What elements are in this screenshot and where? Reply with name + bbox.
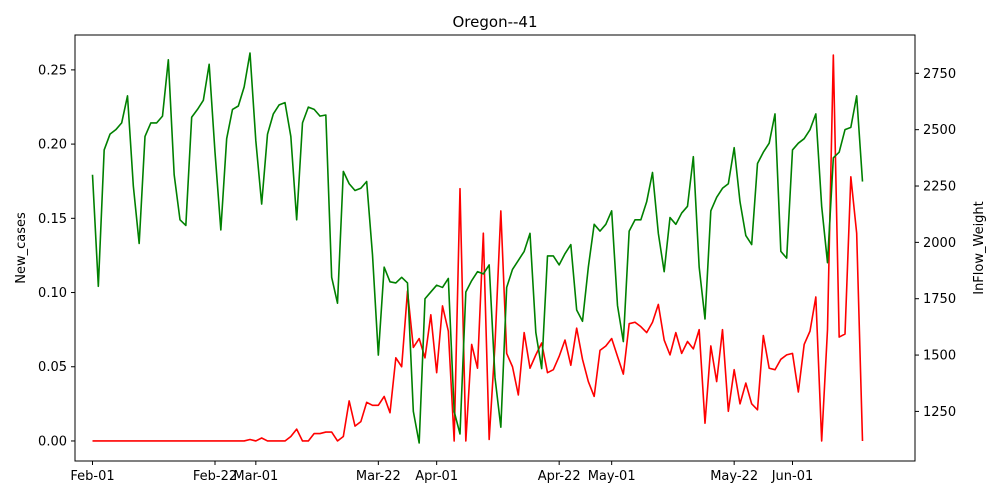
x-tick-label: Mar-22 — [356, 469, 401, 484]
series-line-left-axis — [92, 54, 864, 442]
x-tick-label: May-22 — [710, 469, 758, 484]
x-tick-label: May-01 — [588, 469, 636, 484]
x-tick-label: Jun-01 — [771, 469, 814, 484]
x-tick-label: Mar-01 — [233, 469, 278, 484]
left-y-tick-label: 0.00 — [38, 434, 67, 449]
left-y-tick-label: 0.15 — [38, 212, 67, 227]
right-y-tick-label: 2500 — [923, 123, 956, 138]
x-tick-label: Apr-01 — [415, 469, 458, 484]
x-tick-label: Feb-22 — [193, 469, 237, 484]
right-y-tick-label: 2250 — [923, 180, 956, 195]
x-tick-label: Apr-22 — [538, 469, 581, 484]
right-y-tick-label: 1500 — [923, 349, 956, 364]
right-axis-title: InFlow_Weight — [972, 201, 987, 295]
left-y-tick-label: 0.05 — [38, 360, 67, 375]
left-y-tick-label: 0.10 — [38, 286, 67, 301]
plot-area-frame — [74, 34, 916, 462]
series-line-right-axis — [91, 52, 864, 444]
right-y-tick-label: 2750 — [923, 67, 956, 82]
right-y-tick-label: 2000 — [923, 236, 956, 251]
right-y-tick-label: 1750 — [923, 292, 956, 307]
left-axis-title: New_cases — [14, 212, 29, 284]
left-y-tick-label: 0.25 — [38, 63, 67, 78]
x-tick-label: Feb-01 — [70, 469, 114, 484]
left-y-tick-label: 0.20 — [38, 138, 67, 153]
series-layer — [91, 52, 864, 444]
right-y-tick-label: 1250 — [923, 405, 956, 420]
chart-title: Oregon--41 — [453, 13, 538, 31]
